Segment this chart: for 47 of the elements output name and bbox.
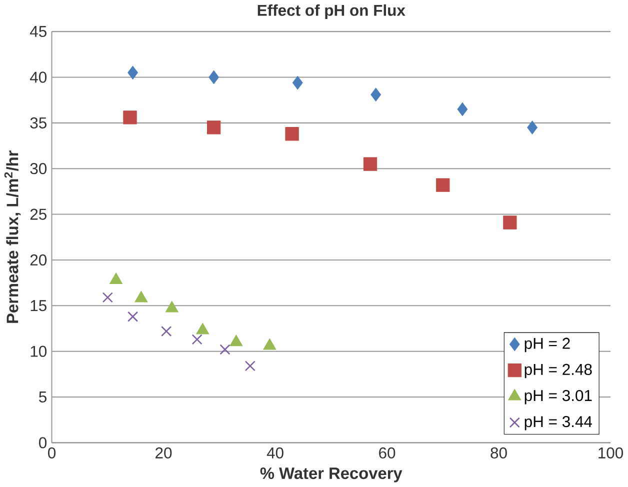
point — [244, 360, 256, 372]
point — [292, 76, 303, 90]
point — [110, 272, 123, 284]
x-tick-label: 0 — [48, 448, 56, 459]
x-tick-label: 60 — [379, 448, 396, 459]
point — [161, 326, 172, 337]
point — [457, 102, 468, 116]
point — [134, 291, 148, 302]
point — [165, 301, 178, 312]
y-tick-label: 10 — [30, 346, 47, 358]
point — [370, 88, 382, 102]
point — [503, 216, 517, 230]
point — [230, 334, 243, 346]
x-tick-label: 20 — [156, 448, 172, 459]
point — [285, 127, 299, 141]
point — [102, 292, 113, 303]
y-axis-title: Permeate flux, L/m$^{2}$/hr — [4, 150, 21, 324]
y-tick-label: 20 — [30, 254, 47, 266]
legend-label: pH = 3.44 — [524, 416, 592, 430]
point — [192, 334, 202, 345]
point — [527, 120, 538, 134]
point — [436, 178, 450, 192]
y-tick-label: 45 — [30, 26, 46, 38]
x-tick-label: 40 — [266, 448, 284, 459]
point — [263, 338, 276, 350]
y-tick-label: 30 — [30, 163, 47, 174]
point — [220, 344, 230, 355]
point — [363, 157, 378, 172]
x-tick-label: 80 — [490, 448, 507, 459]
y-tick-label: 15 — [30, 300, 46, 312]
point — [208, 70, 219, 84]
point — [196, 323, 210, 334]
y-tick-label: 0 — [39, 437, 47, 448]
x-axis-title: % Water Recovery — [260, 468, 402, 482]
legend-label: pH = 3.01 — [524, 390, 592, 404]
point — [128, 66, 138, 80]
legend-label: pH = 2 — [524, 338, 570, 352]
y-tick-label: 5 — [39, 392, 46, 403]
point — [128, 311, 138, 322]
y-tick-label: 25 — [30, 208, 46, 220]
x-tick-label: 100 — [598, 448, 624, 459]
y-tick-label: 35 — [30, 118, 46, 129]
chart-title: Effect of pH on Flux — [258, 4, 406, 20]
y-tick-label: 40 — [30, 72, 47, 83]
point — [123, 110, 137, 124]
legend-label: pH = 2.48 — [524, 364, 592, 378]
point — [206, 120, 221, 134]
